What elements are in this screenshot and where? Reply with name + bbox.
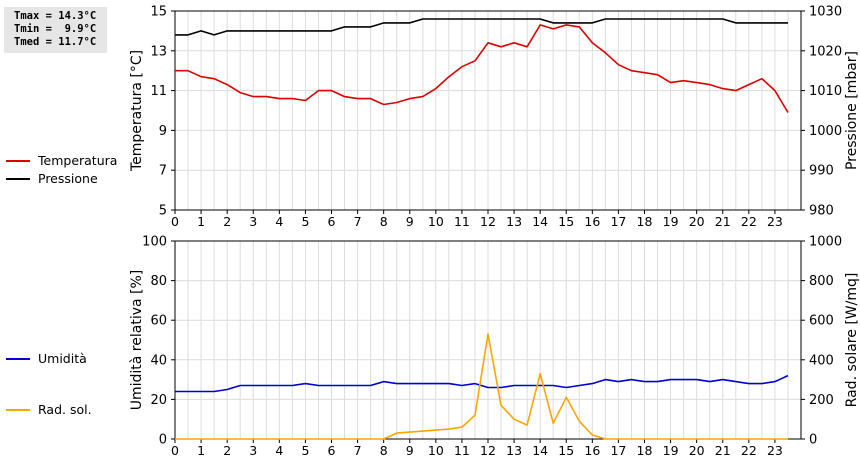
x-tick-label: 13 <box>506 443 522 458</box>
x-tick-label: 9 <box>406 443 414 458</box>
legend-swatch-umidita <box>6 358 30 360</box>
x-tick-label: 13 <box>506 214 522 229</box>
series-line-1-1 <box>175 333 788 440</box>
x-tick-label: 22 <box>741 443 757 458</box>
y-tick-label-right: 400 <box>809 353 834 368</box>
y-tick-label-left: 40 <box>150 353 167 368</box>
y-axis-label-right: Pressione [mbar] <box>844 51 860 170</box>
x-tick-label: 15 <box>558 443 574 458</box>
x-tick-label: 8 <box>380 214 388 229</box>
y-tick-label-left: 7 <box>159 164 167 179</box>
x-tick-label: 8 <box>380 443 388 458</box>
x-tick-label: 22 <box>741 214 757 229</box>
legend-swatch-rad-sol <box>6 409 30 411</box>
legend-label-pressione: Pressione <box>38 171 98 186</box>
y-tick-label-right: 980 <box>809 204 834 219</box>
x-tick-label: 17 <box>610 443 626 458</box>
y-tick-label-left: 11 <box>150 84 167 99</box>
series-line-0-0 <box>175 24 789 113</box>
legend-label-rad-sol: Rad. sol. <box>38 402 92 417</box>
tmed-text: Tmed = 11.7°C <box>14 36 97 48</box>
x-tick-label: 2 <box>223 443 231 458</box>
tmax-text: Tmax = 14.3°C <box>14 10 97 22</box>
x-tick-label: 10 <box>428 443 444 458</box>
y-tick-label-left: 20 <box>150 393 167 408</box>
y-tick-label-right: 1030 <box>809 5 842 20</box>
y-tick-label-right: 1010 <box>809 84 842 99</box>
x-tick-label: 16 <box>584 443 600 458</box>
y-tick-label-right: 600 <box>809 314 834 329</box>
y-tick-label-right: 990 <box>809 164 834 179</box>
y-tick-label-right: 800 <box>809 274 834 289</box>
x-tick-label: 7 <box>354 214 362 229</box>
x-tick-label: 20 <box>689 214 705 229</box>
x-tick-label: 18 <box>637 214 653 229</box>
y-tick-label-left: 13 <box>150 44 167 59</box>
y-tick-label-right: 1000 <box>809 124 842 139</box>
y-tick-label-left: 60 <box>150 314 167 329</box>
y-tick-label-right: 0 <box>809 433 817 448</box>
x-tick-label: 0 <box>171 214 179 229</box>
y-tick-label-right: 200 <box>809 393 834 408</box>
x-tick-label: 3 <box>249 443 257 458</box>
x-tick-label: 23 <box>767 443 783 458</box>
legend-label-umidita: Umidità <box>38 351 87 366</box>
plot-frame <box>174 10 802 211</box>
x-tick-label: 10 <box>428 214 444 229</box>
x-tick-label: 16 <box>584 214 600 229</box>
x-tick-label: 7 <box>354 443 362 458</box>
y-tick-label-left: 100 <box>142 235 167 250</box>
x-tick-label: 3 <box>249 214 257 229</box>
y-tick-label-right: 1020 <box>809 44 842 59</box>
x-tick-label: 19 <box>663 214 679 229</box>
series-line-0-1 <box>175 18 788 36</box>
y-tick-label-left: 80 <box>150 274 167 289</box>
x-tick-label: 4 <box>275 443 283 458</box>
tmin-text: Tmin = 9.9°C <box>14 23 97 35</box>
x-tick-label: 11 <box>454 214 470 229</box>
y-axis-label-left: Umidità relativa [%] <box>129 270 145 411</box>
x-tick-label: 0 <box>171 443 179 458</box>
y-tick-label-right: 1000 <box>809 235 842 250</box>
x-tick-label: 12 <box>480 214 496 229</box>
x-tick-label: 21 <box>715 214 731 229</box>
x-tick-label: 19 <box>663 443 679 458</box>
series-line-1-0 <box>175 374 789 393</box>
y-tick-label-left: 0 <box>159 433 167 448</box>
x-tick-label: 14 <box>532 443 548 458</box>
x-tick-label: 4 <box>275 214 283 229</box>
y-tick-label-left: 15 <box>150 5 167 20</box>
x-tick-label: 5 <box>301 214 309 229</box>
y-axis-label-left: Temperatura [°C] <box>129 50 145 172</box>
x-tick-label: 1 <box>197 443 205 458</box>
x-tick-label: 6 <box>328 214 336 229</box>
x-tick-label: 6 <box>328 443 336 458</box>
x-tick-label: 15 <box>558 214 574 229</box>
x-tick-label: 21 <box>715 443 731 458</box>
x-tick-label: 9 <box>406 214 414 229</box>
y-tick-label-left: 5 <box>159 204 167 219</box>
x-tick-label: 11 <box>454 443 470 458</box>
stats-box: Tmax = 14.3°C Tmin = 9.9°C Tmed = 11.7°C <box>4 7 107 53</box>
x-tick-label: 2 <box>223 214 231 229</box>
legend-label-temperatura: Temperatura <box>38 153 118 168</box>
x-tick-label: 5 <box>301 443 309 458</box>
x-tick-label: 18 <box>637 443 653 458</box>
x-tick-label: 23 <box>767 214 783 229</box>
y-axis-label-right: Rad. solare [W/mq] <box>844 273 860 408</box>
legend-swatch-temperatura <box>6 160 30 162</box>
x-tick-label: 14 <box>532 214 548 229</box>
x-tick-label: 17 <box>610 214 626 229</box>
x-tick-label: 20 <box>689 443 705 458</box>
legend-swatch-pressione <box>6 178 30 180</box>
x-tick-label: 1 <box>197 214 205 229</box>
plot-frame <box>174 240 802 440</box>
x-tick-label: 12 <box>480 443 496 458</box>
y-tick-label-left: 9 <box>159 124 167 139</box>
